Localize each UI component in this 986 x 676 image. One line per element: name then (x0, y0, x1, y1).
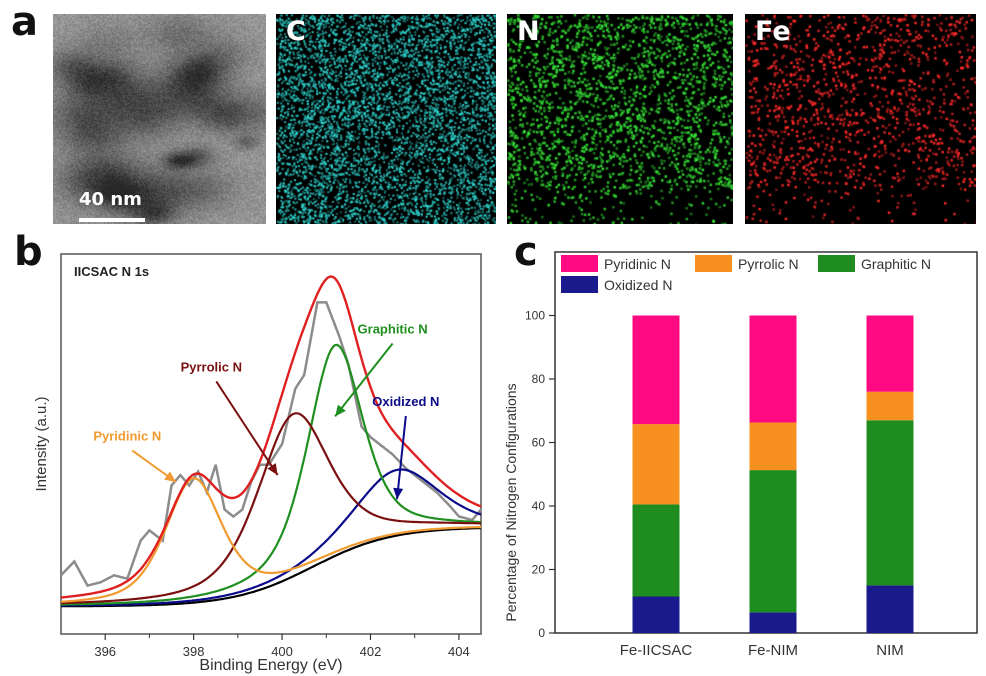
xps-annotation-arrowhead (335, 404, 346, 417)
eds-map-n: N (507, 14, 733, 224)
xps-component-pyridinic-n (60, 477, 481, 603)
bar-segment-pyrrolic-n (632, 424, 680, 505)
xps-envelope-line (60, 275, 482, 599)
xps-annotation-label: Graphitic N (358, 321, 428, 336)
bar-y-tick-label: 0 (538, 626, 545, 640)
bar-segment-oxidized-n (866, 585, 914, 633)
xps-x-tick-label: 400 (271, 644, 293, 659)
bar-segment-pyridinic-n (632, 315, 680, 425)
bar-segment-graphitic-n (866, 420, 914, 586)
xps-x-tick-label: 398 (183, 644, 205, 659)
bar-category-label: NIM (876, 642, 904, 659)
xps-annotation-arrowhead (267, 463, 278, 476)
legend-label: Pyrrolic N (738, 256, 799, 272)
bar-y-tick-label: 20 (532, 563, 546, 577)
eds-map-n-label: N (517, 16, 540, 47)
xps-y-axis-label: Intensity (a.u.) (33, 396, 50, 491)
scale-bar-label: 40 nm (79, 189, 142, 210)
legend-swatch (818, 255, 855, 272)
xps-x-tick-label: 396 (94, 644, 116, 659)
legend-swatch (561, 276, 598, 293)
eds-map-c-label: C (286, 16, 306, 47)
legend-label: Graphitic N (861, 256, 931, 272)
xps-background-line (61, 527, 481, 608)
tem-image: 40 nm (53, 14, 266, 224)
xps-plot-frame (60, 253, 482, 635)
legend-swatch (695, 255, 732, 272)
bar-y-tick-label: 100 (525, 309, 545, 323)
bar-category-label: Fe-IICSAC (620, 642, 693, 659)
eds-map-fe-label: Fe (755, 16, 791, 47)
xps-annotation-label: Oxidized N (372, 394, 439, 409)
eds-map-c: C (276, 14, 496, 224)
xps-n1s-chart: IICSAC N 1s Binding Energy (eV) Intensit… (33, 253, 482, 674)
bar-segment-pyridinic-n (749, 315, 797, 423)
xps-annotation-label: Pyridinic N (93, 429, 161, 444)
panel-c-letter: c (514, 229, 538, 275)
xps-annotation-label: Pyrrolic N (181, 359, 242, 374)
bar-y-tick-label: 80 (532, 372, 546, 386)
nitrogen-config-bar-chart: Percentage of Nitrogen Configurations 0 2… (503, 251, 978, 659)
eds-map-c-canvas (276, 14, 496, 224)
xps-component-pyrrolic-n (60, 412, 482, 605)
bar-segment-pyrrolic-n (749, 422, 797, 471)
xps-title: IICSAC N 1s (74, 264, 149, 279)
bar-segment-oxidized-n (632, 596, 680, 633)
bar-segment-graphitic-n (632, 504, 680, 597)
panel-a-letter: a (11, 0, 38, 45)
xps-x-tick-label: 404 (448, 644, 470, 659)
tem-image-canvas (53, 14, 266, 224)
xps-annotation-arrowhead (393, 487, 404, 500)
xps-component-graphitic-n (61, 343, 482, 606)
xps-raw-data-line (60, 301, 482, 588)
legend-swatch (561, 255, 598, 272)
xps-component-oxidized-n (61, 468, 482, 607)
bar-y-tick-label: 40 (532, 499, 546, 513)
legend-label: Pyridinic N (604, 256, 671, 272)
bar-segment-pyridinic-n (866, 315, 914, 392)
xps-x-tick-label: 402 (360, 644, 382, 659)
bar-category-label: Fe-NIM (748, 642, 798, 659)
xps-x-axis-label: Binding Energy (eV) (199, 657, 342, 674)
xps-annotation-arrowhead (164, 471, 176, 482)
eds-map-fe: Fe (745, 14, 976, 224)
eds-map-fe-canvas (745, 14, 976, 224)
xps-annotation-arrow (215, 380, 279, 476)
bar-segment-pyrrolic-n (866, 391, 914, 421)
bar-y-tick-label: 60 (532, 436, 546, 450)
bar-segment-oxidized-n (749, 612, 797, 633)
eds-map-n-canvas (507, 14, 733, 224)
xps-annotation-arrow (396, 415, 407, 500)
scale-bar (79, 218, 145, 222)
bar-segment-graphitic-n (749, 470, 797, 613)
bar-y-axis-label: Percentage of Nitrogen Configurations (503, 383, 519, 621)
legend-label: Oxidized N (604, 277, 672, 293)
xps-annotation-arrow (334, 342, 394, 417)
panel-b-letter: b (14, 229, 43, 275)
